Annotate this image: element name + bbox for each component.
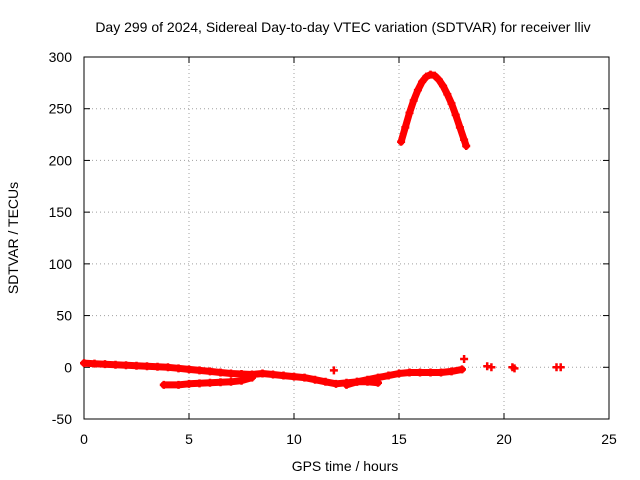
x-tick-label: 5 — [185, 431, 193, 447]
data-point — [353, 377, 361, 386]
data-point — [401, 123, 410, 132]
data-point — [195, 366, 204, 375]
x-tick-label: 25 — [601, 431, 617, 447]
data-point — [174, 380, 183, 389]
y-tick-label: 0 — [64, 359, 72, 375]
series-trace — [343, 378, 382, 389]
data-point — [195, 379, 204, 388]
data-point — [132, 361, 141, 370]
data-point — [342, 380, 351, 389]
data-point — [227, 369, 235, 378]
data-point — [321, 377, 330, 386]
data-point — [185, 379, 193, 388]
data-point — [311, 375, 319, 384]
data-point — [258, 369, 267, 378]
data-point — [397, 137, 406, 146]
data-point — [164, 363, 172, 372]
x-axis-label: GPS time / hours — [292, 458, 399, 474]
data-point — [329, 366, 338, 375]
chart-title: Day 299 of 2024, Sidereal Day-to-day VTE… — [95, 19, 590, 35]
data-point — [174, 364, 183, 373]
y-tick-label: 150 — [49, 204, 73, 220]
data-point — [227, 377, 235, 386]
data-point — [206, 378, 214, 387]
data-point — [451, 110, 460, 119]
data-point — [248, 373, 256, 382]
data-point — [437, 368, 445, 377]
data-point — [122, 361, 130, 370]
data-point — [153, 362, 162, 371]
data-point — [395, 369, 403, 378]
data-point — [374, 378, 382, 387]
plot-frame — [83, 56, 610, 420]
data-point — [101, 360, 109, 369]
data-point — [332, 379, 340, 388]
data-point — [143, 362, 151, 371]
data-point — [363, 377, 372, 386]
data-point — [290, 372, 298, 381]
y-tick-label: 250 — [49, 101, 73, 117]
data-point — [458, 365, 466, 374]
data-point — [460, 355, 469, 364]
data-point — [487, 363, 496, 372]
series-2 — [342, 377, 382, 389]
data-point — [556, 363, 565, 372]
y-tick-label: 300 — [49, 49, 73, 65]
data-point — [111, 360, 120, 369]
series-4 — [329, 355, 565, 375]
data-point — [405, 368, 414, 377]
data-point — [279, 371, 288, 380]
series-1 — [159, 373, 256, 389]
data-point — [409, 96, 418, 105]
data-point — [237, 370, 246, 379]
x-tick-label: 0 — [80, 431, 88, 447]
data-points — [80, 70, 565, 389]
data-point — [413, 86, 422, 95]
data-point — [418, 77, 427, 86]
data-point — [206, 367, 214, 376]
data-point — [462, 141, 471, 150]
x-tick-label: 15 — [391, 431, 407, 447]
data-point — [216, 378, 225, 387]
data-point — [426, 368, 435, 377]
ticks: 0 5 10 15 20 25 -50 0 50 100 150 200 250 300 — [49, 49, 617, 447]
data-point — [300, 373, 309, 382]
data-point — [80, 359, 88, 368]
x-tick-label: 20 — [496, 431, 512, 447]
series-3 — [397, 70, 471, 150]
data-point — [384, 371, 393, 380]
data-point — [422, 72, 431, 81]
data-point — [90, 359, 99, 368]
data-point — [430, 71, 439, 80]
data-point — [237, 376, 246, 385]
data-point — [439, 81, 448, 90]
data-point — [269, 370, 277, 379]
data-point — [405, 108, 414, 117]
data-point — [443, 90, 452, 99]
data-point — [216, 368, 225, 377]
y-tick-label: 200 — [49, 152, 73, 168]
y-tick-label: 50 — [56, 308, 72, 324]
data-point — [434, 75, 443, 84]
data-point — [510, 364, 519, 373]
data-point — [455, 123, 464, 132]
y-tick-label: 100 — [49, 256, 73, 272]
data-point — [159, 380, 168, 389]
data-point — [416, 368, 424, 377]
data-point — [447, 99, 456, 108]
grid — [84, 57, 609, 419]
data-point — [185, 365, 193, 374]
data-point — [460, 135, 469, 144]
data-point — [447, 367, 456, 376]
y-tick-label: -50 — [52, 411, 72, 427]
y-axis-label: SDTVAR / TECUs — [5, 182, 21, 294]
x-tick-label: 10 — [286, 431, 302, 447]
